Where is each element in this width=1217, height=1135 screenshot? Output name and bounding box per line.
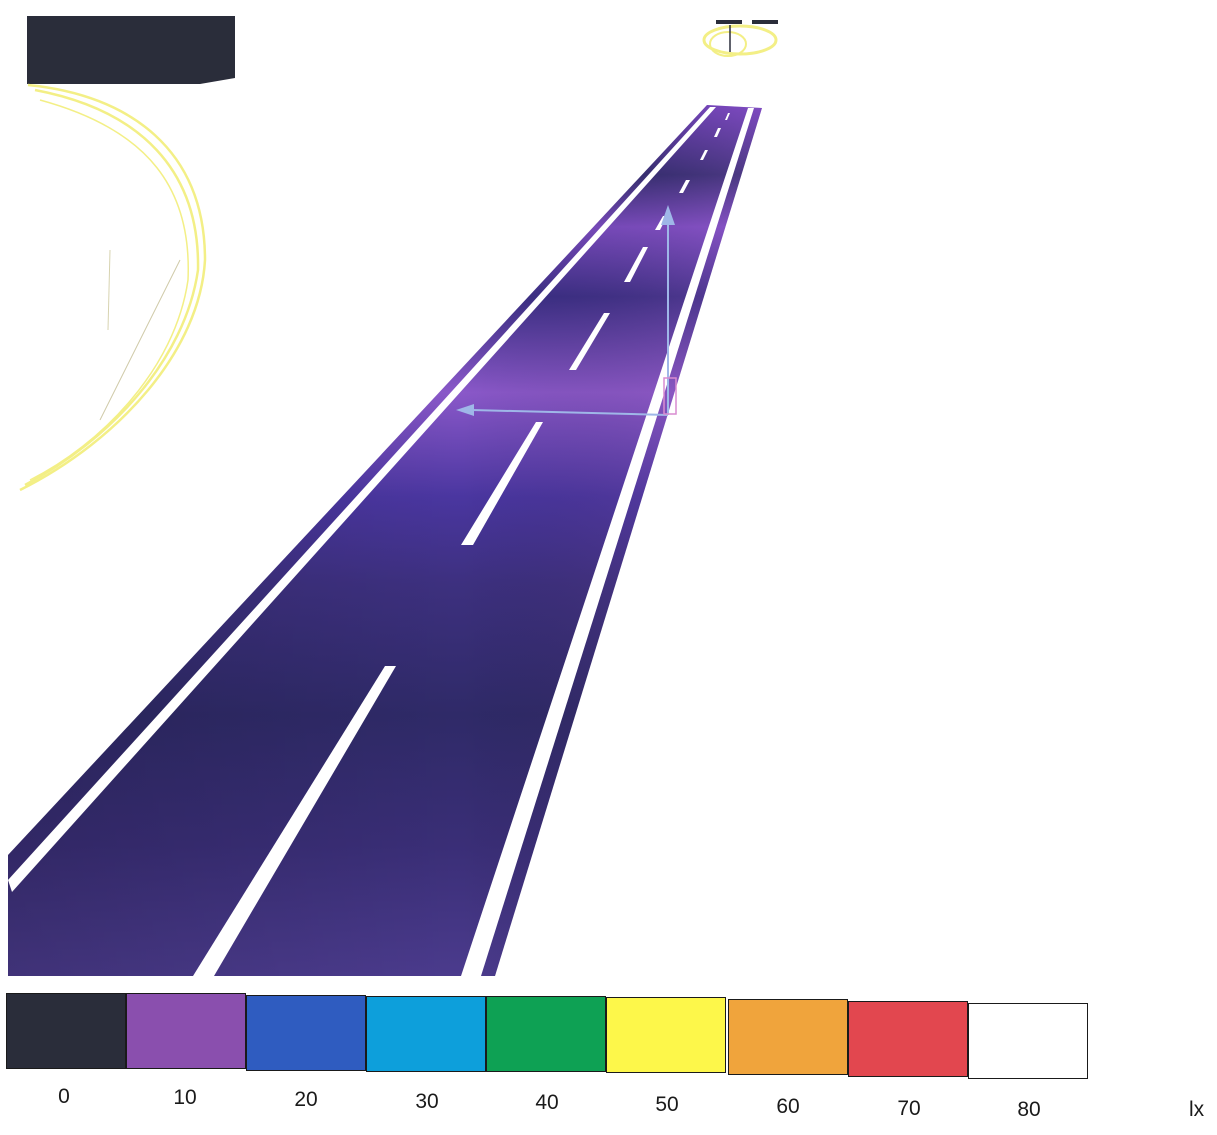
road-luminance-scene	[8, 16, 778, 976]
center-dashed-line	[193, 113, 730, 976]
luminaire-outline-left	[19, 83, 207, 492]
legend-value-label: 20	[294, 1088, 318, 1111]
luminaire-block	[27, 16, 235, 84]
left-edge-line	[8, 107, 716, 892]
legend-swatch-0	[6, 993, 126, 1069]
right-edge-line	[461, 108, 754, 976]
legend-value-label: 70	[897, 1097, 921, 1120]
legend-value-label: 80	[1017, 1098, 1041, 1121]
observer-arrows	[456, 205, 677, 416]
legend-value-label: 10	[173, 1086, 197, 1109]
road-surface-shade	[8, 105, 762, 976]
legend-value-label: 0	[58, 1085, 70, 1108]
color-scale-legend	[6, 993, 1094, 1085]
legend-swatch-60	[728, 999, 848, 1075]
legend-swatch-80	[968, 1003, 1088, 1079]
legend-swatch-70	[848, 1001, 968, 1077]
legend-value-label: 30	[415, 1090, 439, 1113]
legend-swatch-20	[246, 995, 366, 1071]
legend-value-label: 60	[776, 1095, 800, 1118]
luminaire-outline-right	[702, 20, 778, 57]
unit-label: lx	[1189, 1098, 1205, 1121]
legend-swatch-40	[486, 996, 606, 1072]
legend-swatch-10	[126, 993, 246, 1069]
legend-swatch-30	[366, 996, 486, 1072]
legend-swatch-50	[606, 997, 726, 1073]
legend-value-label: 50	[655, 1093, 679, 1116]
legend-value-label: 40	[535, 1091, 559, 1114]
